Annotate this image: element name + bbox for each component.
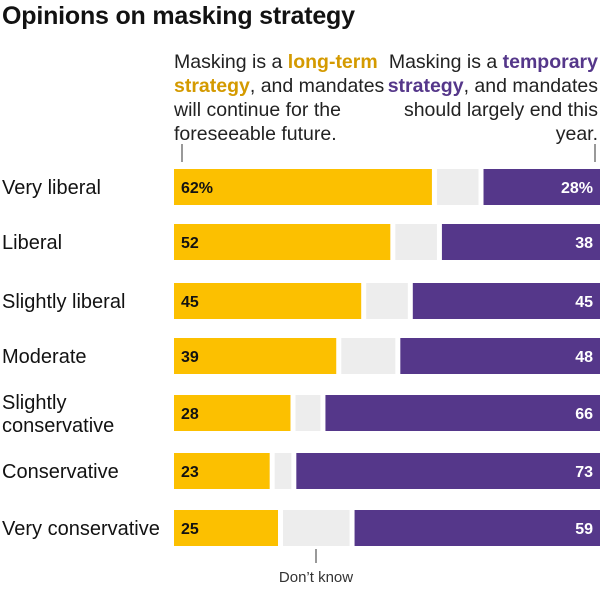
bar-long_term-5 — [174, 453, 270, 489]
value-label-long_term-6: 25 — [181, 521, 199, 538]
bar-temporary-0 — [483, 169, 600, 205]
value-label-long_term-1: 52 — [181, 235, 199, 252]
bar-long_term-0 — [174, 169, 432, 205]
value-label-temporary-4: 66 — [575, 406, 593, 423]
bar-long_term-2 — [174, 283, 362, 319]
category-label-0: Very liberal — [2, 177, 101, 199]
category-label-2: Slightly liberal — [2, 291, 125, 313]
value-label-long_term-2: 45 — [181, 294, 199, 311]
bar-long_term-4 — [174, 395, 291, 431]
bar-dont_know-4 — [295, 395, 321, 431]
category-label-1: Liberal — [2, 232, 62, 254]
header-left-pre: Masking is a — [174, 51, 288, 73]
bar-temporary-5 — [296, 453, 600, 489]
category-label-4-line1: Slightly — [2, 392, 66, 414]
value-label-temporary-6: 59 — [575, 521, 593, 538]
bar-long_term-1 — [174, 224, 391, 260]
bar-temporary-1 — [441, 224, 600, 260]
value-label-long_term-5: 23 — [181, 464, 199, 481]
header-left-highlight: long-term strategy — [174, 51, 378, 97]
bar-temporary-6 — [354, 510, 600, 546]
dont-know-label: Don’t know — [279, 569, 353, 586]
bar-dont_know-5 — [274, 453, 292, 489]
value-label-long_term-0: 62% — [181, 180, 213, 197]
value-label-long_term-3: 39 — [181, 349, 199, 366]
header-right-highlight: temporary strategy — [387, 51, 598, 97]
category-label-6: Very conservative — [2, 518, 160, 540]
value-label-temporary-1: 38 — [575, 235, 593, 252]
header-left-post: , and mandates will continue for the for… — [174, 75, 385, 145]
bar-dont_know-0 — [436, 169, 479, 205]
bar-temporary-4 — [325, 395, 600, 431]
value-label-temporary-5: 73 — [575, 464, 593, 481]
bar-dont_know-2 — [366, 283, 408, 319]
bar-long_term-6 — [174, 510, 278, 546]
bar-dont_know-6 — [283, 510, 350, 546]
category-label-5: Conservative — [2, 461, 119, 483]
category-label-4-line2: conservative — [2, 415, 114, 437]
category-label-3: Moderate — [2, 346, 87, 368]
value-label-temporary-2: 45 — [575, 294, 593, 311]
header-right-post: , and mandates should largely end this y… — [403, 75, 598, 145]
bar-temporary-3 — [400, 338, 600, 374]
value-label-temporary-3: 48 — [575, 349, 593, 366]
bar-dont_know-3 — [341, 338, 396, 374]
chart-title: Opinions on masking strategy — [2, 2, 355, 30]
header-right: Masking is a temporary strategy, and man… — [383, 50, 598, 146]
value-label-long_term-4: 28 — [181, 406, 199, 423]
bar-temporary-2 — [412, 283, 600, 319]
bar-dont_know-1 — [395, 224, 437, 260]
value-label-temporary-0: 28% — [561, 180, 593, 197]
header-left: Masking is a long-term strategy, and man… — [174, 50, 399, 146]
bar-long_term-3 — [174, 338, 337, 374]
header-right-pre: Masking is a — [388, 51, 503, 73]
